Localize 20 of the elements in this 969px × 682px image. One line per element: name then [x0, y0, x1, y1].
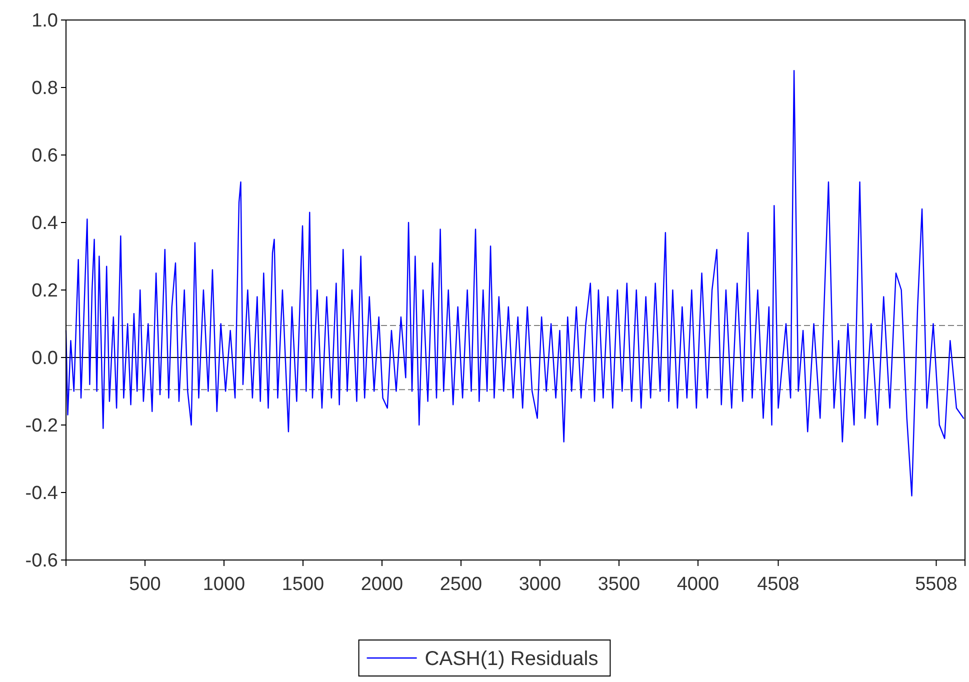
y-tick-label: 0.4: [32, 213, 58, 234]
x-tick-label: 1000: [202, 574, 246, 595]
x-tick-label: 4000: [676, 574, 720, 595]
y-tick-label: 0.8: [32, 78, 58, 100]
x-tick-label: 3000: [518, 574, 562, 595]
x-tick-label: 1500: [282, 574, 324, 595]
x-tick-label: 2500: [440, 574, 482, 595]
y-tick-label: -0.6: [25, 550, 58, 572]
x-tick-label: 5508: [915, 574, 958, 595]
y-tick-label: 1.0: [32, 10, 58, 32]
x-tick-label: 4508: [757, 574, 800, 595]
y-tick-label: -0.2: [25, 416, 58, 437]
x-tick-label: 500: [129, 574, 161, 595]
y-tick-label: 0.0: [32, 348, 58, 370]
x-tick-label: 2000: [360, 574, 404, 595]
y-tick-label: -0.4: [25, 483, 58, 504]
legend-label: CASH(1) Residuals: [424, 648, 598, 670]
y-tick-label: 0.6: [32, 146, 58, 167]
y-tick-label: 0.2: [32, 280, 58, 302]
x-tick-label: 3500: [598, 574, 640, 595]
